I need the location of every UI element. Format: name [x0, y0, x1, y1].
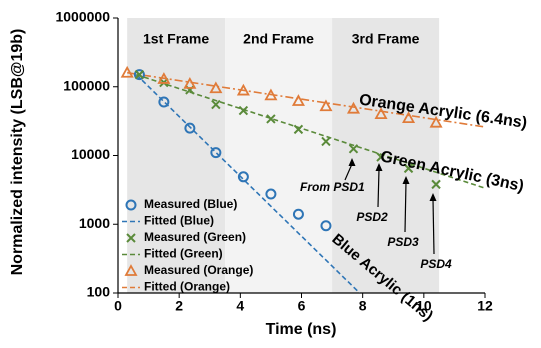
x-tick-label: 12	[477, 298, 493, 314]
marker-triangle	[236, 83, 250, 96]
marker-triangle	[319, 99, 333, 112]
marker-circle	[237, 171, 249, 183]
y-tick-label: 10000	[71, 146, 110, 162]
x-tick-label: 6	[298, 298, 306, 314]
annotation: From PSD1	[300, 180, 365, 194]
marker-x	[431, 179, 441, 190]
arrow-head	[429, 193, 437, 201]
legend-label: Fitted (Orange)	[144, 280, 230, 294]
x-axis-title: Time (ns)	[266, 321, 337, 338]
marker-circle	[210, 147, 222, 159]
arrow-head	[375, 163, 383, 171]
plot-area	[120, 65, 485, 293]
marker-x	[238, 105, 249, 116]
marker-x	[376, 152, 386, 162]
marker-triangle	[346, 101, 361, 114]
marker-triangle	[157, 72, 171, 84]
marker-triangle	[120, 65, 134, 78]
marker-circle	[265, 188, 277, 200]
fit-line	[127, 71, 485, 128]
y-tick-label: 100000	[63, 77, 110, 93]
annotation-arrow	[344, 163, 353, 181]
frame-label: 2nd Frame	[243, 31, 314, 47]
frame-label: 1st Frame	[143, 31, 209, 47]
annotation-arrow	[432, 198, 435, 255]
legend-label: Fitted (Blue)	[144, 214, 214, 228]
arrow-head	[348, 158, 356, 166]
y-tick-label: 100	[87, 284, 111, 300]
marker-circle	[292, 208, 304, 220]
marker-x	[126, 233, 136, 243]
fit-line	[135, 74, 361, 293]
legend-label: Measured (Orange)	[144, 263, 253, 277]
x-tick-label: 4	[236, 298, 244, 314]
marker-x	[321, 136, 331, 147]
marker-circle	[133, 69, 145, 81]
x-tick-label: 0	[114, 298, 122, 314]
x-tick-label: 2	[175, 298, 183, 314]
frame-band	[127, 18, 226, 293]
frame-band	[332, 18, 440, 293]
marker-x	[293, 124, 304, 135]
x-tick-label: 10	[416, 298, 432, 314]
marker-circle	[320, 220, 332, 232]
annotation: PSD3	[387, 235, 419, 249]
legend-label: Fitted (Green)	[144, 247, 223, 261]
y-tick-label: 1000	[79, 215, 110, 231]
marker-circle	[125, 199, 137, 211]
annotation: PSD4	[420, 257, 452, 271]
marker-x	[403, 163, 414, 174]
annotation-arrow	[404, 181, 407, 233]
marker-triangle	[264, 88, 278, 101]
x-tick-label: 8	[359, 298, 367, 314]
marker-x	[211, 99, 221, 110]
y-axis-title: Normalized intensity (LSB@19b)	[9, 29, 26, 276]
marker-circle	[158, 96, 170, 108]
marker-circle	[184, 122, 196, 134]
fit-line	[136, 73, 485, 189]
marker-x	[134, 69, 145, 80]
legend-label: Measured (Green)	[144, 230, 246, 244]
frame-label: 3rd Frame	[352, 31, 420, 47]
marker-triangle	[402, 111, 416, 123]
marker-triangle	[183, 77, 197, 89]
marker-triangle	[429, 115, 443, 128]
marker-triangle	[209, 81, 223, 94]
y-tick-label: 1000000	[55, 9, 110, 25]
marker-triangle	[374, 107, 388, 120]
annotation: PSD2	[356, 210, 388, 224]
frame-band	[225, 18, 333, 293]
marker-x	[266, 114, 276, 124]
marker-triangle	[124, 264, 138, 276]
arrow-head	[402, 176, 410, 184]
annotation-arrow	[377, 168, 380, 208]
marker-triangle	[291, 94, 305, 106]
legend-label: Measured (Blue)	[144, 197, 237, 211]
marker-x	[348, 144, 359, 154]
